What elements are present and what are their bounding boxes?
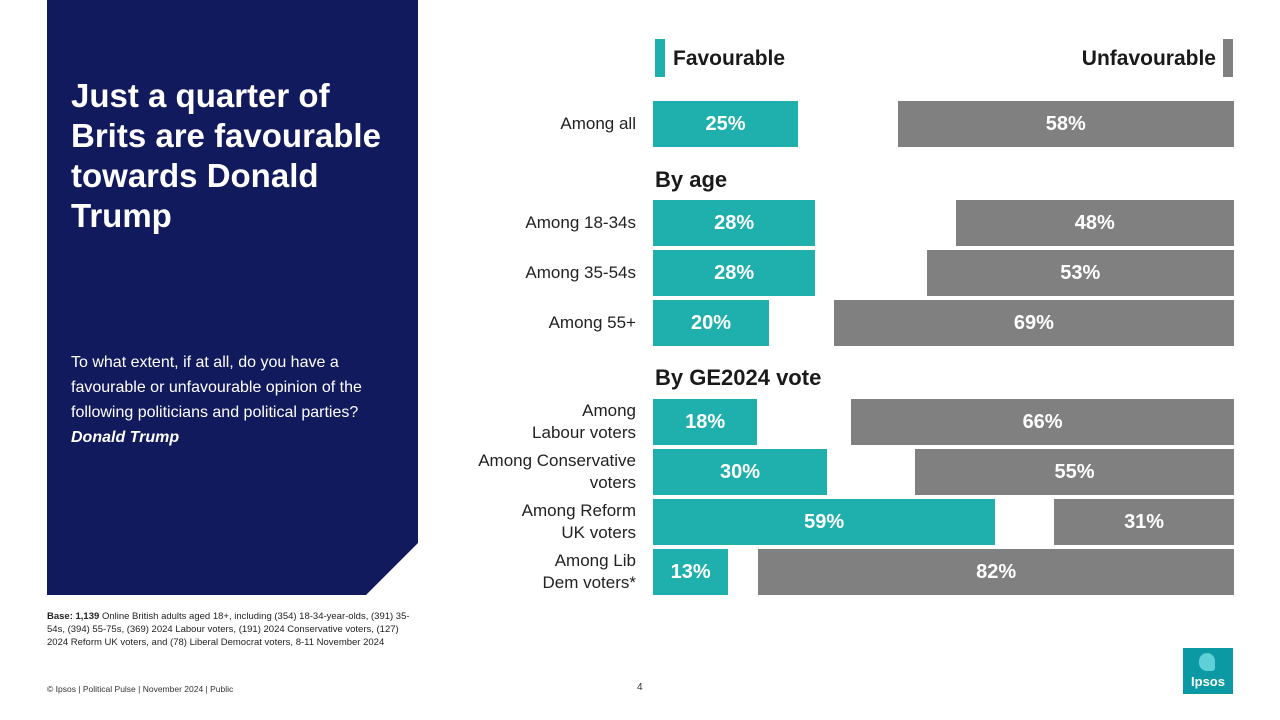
section-heading-age: By age: [655, 167, 728, 192]
title-panel: [47, 0, 418, 595]
unfavourable-bar: 58%: [897, 101, 1234, 147]
legend-favourable: Favourable: [673, 47, 786, 70]
logo-text: Ipsos: [1191, 674, 1225, 689]
unfavourable-value-label: 69%: [1013, 311, 1054, 334]
unfavourable-value-label: 82%: [976, 560, 1017, 583]
logo-mark-icon: [1199, 653, 1215, 671]
category-label: Among Lib Dem voters*: [542, 551, 636, 592]
unfavourable-bar: 69%: [833, 300, 1234, 346]
unfavourable-value-label: 55%: [1054, 460, 1095, 483]
unfavourable-value-label: 66%: [1022, 410, 1063, 433]
unfavourable-value-label: 48%: [1074, 211, 1115, 234]
base-note: Base: 1,139 Online British adults aged 1…: [47, 610, 417, 649]
unfavourable-value-label: 53%: [1060, 261, 1101, 284]
survey-question: To what extent, if at all, do you have a…: [71, 350, 391, 450]
favourable-bar: 30%: [653, 449, 827, 495]
category-label: Among Reform UK voters: [521, 501, 636, 542]
unfavourable-value-label: 58%: [1045, 112, 1086, 135]
unfavourable-bar: 66%: [851, 399, 1234, 445]
headline: Just a quarter of Brits are favourable t…: [71, 77, 381, 234]
question-emphasis: Donald Trump: [71, 429, 180, 446]
favourable-bar: 28%: [653, 250, 816, 296]
category-label: Among Conservative voters: [478, 451, 636, 492]
favourable-bar: 18%: [653, 399, 758, 445]
favourable-bar: 28%: [653, 200, 816, 246]
favourable-bar: 59%: [653, 499, 996, 545]
favourable-bar: 13%: [653, 549, 729, 595]
favourable-value-label: 25%: [705, 112, 746, 135]
favourable-value-label: 18%: [685, 410, 726, 433]
category-label: Among 35-54s: [525, 263, 636, 282]
unfavourable-bar: 48%: [955, 200, 1234, 246]
favourable-value-label: 28%: [714, 261, 755, 284]
favourable-bar: 20%: [653, 300, 769, 346]
section-heading-vote: By GE2024 vote: [655, 365, 822, 390]
category-label: Among 18-34s: [525, 213, 636, 232]
legend-favourable-marker: [655, 39, 665, 77]
category-label: Among all: [560, 114, 636, 133]
legend-unfavourable: Unfavourable: [1081, 47, 1216, 70]
question-text: To what extent, if at all, do you have a…: [71, 354, 362, 421]
favourable-value-label: 13%: [670, 560, 711, 583]
footer: © Ipsos | Political Pulse | November 202…: [47, 684, 234, 694]
unfavourable-value-label: 31%: [1124, 510, 1165, 533]
category-label: Among 55+: [548, 313, 636, 332]
unfavourable-bar: 82%: [758, 549, 1234, 595]
favourable-bar: 25%: [653, 101, 798, 147]
ipsos-logo: Ipsos: [1183, 648, 1233, 694]
legend-unfavourable-marker: [1223, 39, 1233, 77]
category-label: Among Labour voters: [532, 401, 636, 442]
favourable-value-label: 20%: [690, 311, 732, 334]
base-label: Base: 1,139: [47, 611, 100, 622]
favourable-value-label: 30%: [719, 460, 761, 483]
favourable-value-label: 59%: [804, 510, 845, 533]
page-number: 4: [637, 682, 643, 693]
unfavourable-bar: 53%: [926, 250, 1234, 296]
favourable-value-label: 28%: [714, 211, 755, 234]
base-text: Online British adults aged 18+, includin…: [47, 611, 410, 648]
unfavourable-bar: 31%: [1054, 499, 1234, 545]
unfavourable-bar: 55%: [915, 449, 1234, 495]
